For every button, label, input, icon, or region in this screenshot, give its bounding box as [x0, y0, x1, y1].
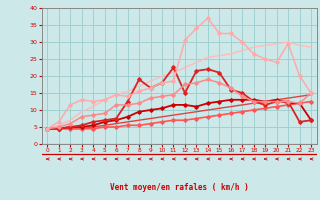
Text: Vent moyen/en rafales ( km/h ): Vent moyen/en rafales ( km/h ): [110, 183, 249, 192]
